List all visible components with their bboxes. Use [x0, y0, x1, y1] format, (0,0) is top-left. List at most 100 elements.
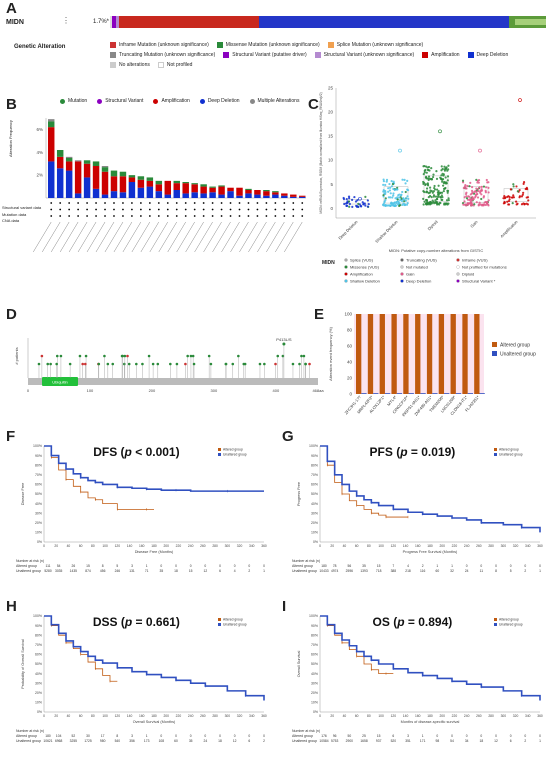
panel-label-d: D — [6, 306, 17, 323]
risk-value: 1435 — [70, 569, 78, 573]
y-tick-label: 60% — [35, 653, 42, 657]
y-axis-label: Probability of Overall Survival — [21, 639, 25, 689]
risk-value: 4974 — [331, 569, 339, 573]
row-label: Structural variant data — [2, 205, 42, 210]
data-dot — [68, 202, 71, 204]
data-point — [444, 181, 448, 184]
risk-value: 180 — [45, 734, 51, 738]
data-dot — [283, 215, 286, 217]
lollipop-head — [207, 354, 211, 358]
lollipop-head — [276, 354, 280, 358]
legend-item: Amplification — [153, 98, 190, 104]
data-point — [403, 203, 406, 206]
data-dot — [229, 208, 232, 211]
data-dot — [193, 215, 196, 217]
x-tick-label: 160 — [139, 714, 145, 718]
legend-item: Mutation — [60, 98, 87, 104]
category-tick — [86, 221, 106, 253]
y-tick-label: 90% — [35, 454, 42, 458]
data-dot — [301, 208, 304, 211]
risk-value: 3 — [131, 564, 133, 568]
bar-unaltered — [479, 393, 485, 394]
bar — [173, 190, 180, 198]
y-axis-label: Disease Free — [21, 483, 25, 506]
y-tick-label: 0% — [313, 710, 318, 714]
legend-label: Unaltered group — [223, 453, 247, 457]
data-dot — [166, 208, 169, 211]
data-dot — [247, 215, 250, 217]
x-tick-label: Deep Deletion — [337, 219, 358, 240]
data-dot — [238, 202, 241, 204]
panel-label-b: B — [6, 96, 17, 113]
bar-unaltered — [444, 393, 450, 394]
data-dot — [77, 215, 80, 217]
y-tick-label: 10 — [328, 158, 334, 163]
y-tick-label: 30% — [311, 511, 318, 515]
data-point — [446, 191, 449, 194]
data-point — [395, 188, 398, 191]
panel-label-g: G — [282, 428, 294, 445]
bar — [92, 161, 100, 166]
legend-marker — [344, 265, 348, 269]
data-point — [473, 190, 476, 193]
data-point — [463, 196, 466, 199]
bar — [182, 193, 189, 198]
data-point — [432, 190, 435, 193]
bar-unaltered — [467, 393, 473, 394]
bar — [281, 195, 288, 198]
data-point — [422, 172, 425, 176]
lollipop-head — [46, 362, 50, 366]
panel-label-e: E — [314, 306, 325, 323]
data-point — [442, 174, 445, 177]
data-dot — [265, 202, 268, 204]
risk-value: 246 — [115, 569, 121, 573]
data-point — [464, 183, 467, 187]
data-point — [432, 173, 435, 176]
data-dot — [113, 202, 115, 204]
bar — [263, 191, 270, 196]
legend-label: Altered group — [499, 618, 519, 622]
data-point — [364, 204, 367, 207]
more-icon[interactable]: ⋮ — [62, 16, 70, 25]
data-point — [507, 199, 511, 203]
data-point — [426, 191, 429, 194]
y-tick-label: 20% — [35, 521, 42, 525]
bar — [182, 182, 189, 184]
bar — [218, 185, 225, 187]
lollipop-head — [258, 362, 262, 366]
bar — [48, 119, 55, 122]
bar-altered — [450, 314, 456, 394]
data-point — [429, 200, 432, 204]
data-point — [433, 184, 436, 188]
x-tick-label: 360 — [261, 544, 267, 548]
data-dot — [202, 208, 205, 211]
data-point — [422, 190, 425, 193]
data-point — [398, 204, 401, 208]
bar — [128, 177, 136, 182]
risk-value: 25 — [362, 734, 366, 738]
x-tick-label: 100 — [378, 544, 384, 548]
data-dot — [256, 208, 259, 211]
bar — [299, 196, 306, 198]
bar — [56, 156, 64, 169]
data-point — [428, 186, 432, 189]
lollipop-head — [191, 354, 195, 358]
y-tick-label: 100% — [309, 444, 318, 448]
data-dot — [211, 215, 214, 217]
risk-value: 718 — [376, 569, 382, 573]
risk-value: 0 — [190, 734, 192, 738]
risk-value: 96 — [333, 734, 337, 738]
data-point — [525, 196, 528, 199]
data-dot — [184, 215, 187, 217]
y-tick-label: 10% — [35, 701, 42, 705]
data-point — [442, 182, 446, 185]
legend-label: Deep Deletion — [406, 279, 431, 284]
data-point — [522, 182, 525, 185]
risk-value: 8 — [116, 734, 118, 738]
risk-value: 0 — [248, 734, 250, 738]
data-point — [390, 185, 394, 188]
risk-value: 32 — [450, 569, 454, 573]
risk-value: 24 — [203, 739, 207, 743]
data-dot — [193, 202, 196, 204]
risk-value: 1 — [146, 734, 148, 738]
